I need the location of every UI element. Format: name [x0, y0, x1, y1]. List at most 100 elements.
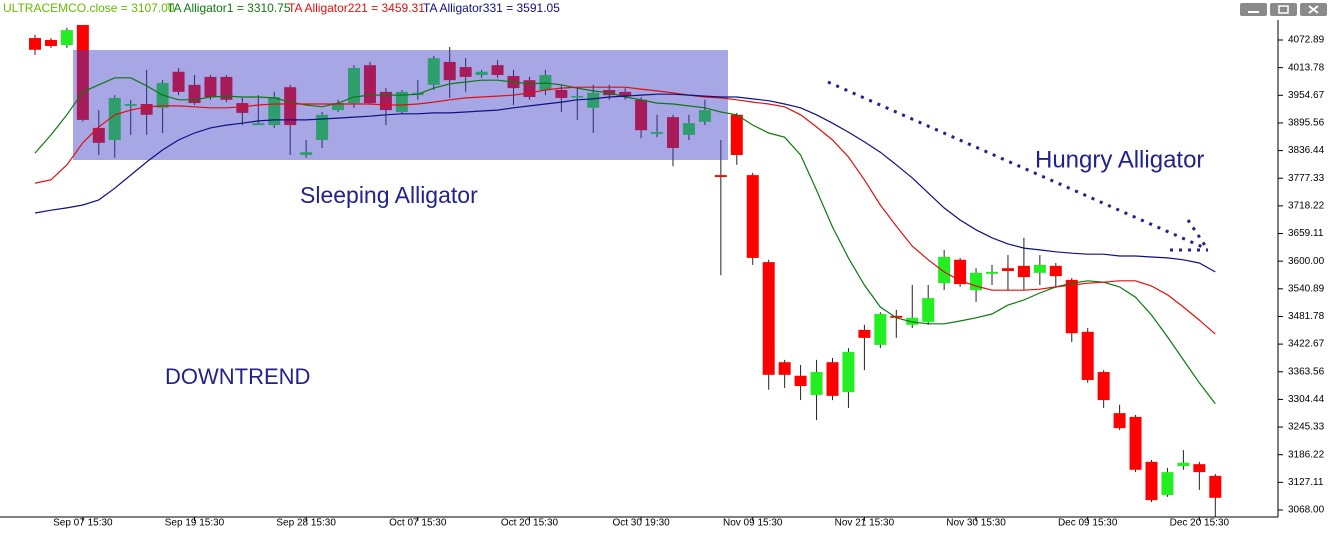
candle-body	[1193, 464, 1206, 473]
trend-arrow	[827, 80, 1206, 250]
candle-body	[826, 362, 839, 396]
candle-body	[427, 58, 440, 85]
x-tick-label: Oct 20 15:30	[501, 518, 559, 529]
candle-body	[730, 114, 743, 155]
y-tick-label: 3659.11	[1288, 228, 1324, 239]
y-tick-label: 4072.89	[1288, 35, 1325, 46]
candle-body	[92, 127, 105, 143]
annotation: Hungry Alligator	[1035, 146, 1204, 173]
maximize-button[interactable]	[1270, 3, 1297, 16]
alligator-line	[34, 86, 1216, 335]
candle-body	[651, 132, 664, 134]
icon	[1278, 5, 1289, 14]
candle-body	[300, 152, 313, 155]
y-tick-label: 3304.44	[1288, 394, 1325, 405]
x-tick-label: Dec 09 15:30	[1058, 518, 1118, 529]
candle-body	[1001, 268, 1014, 271]
candle-body	[316, 114, 329, 141]
candle-body	[682, 123, 695, 135]
candle-body	[970, 272, 983, 291]
x-tick-label: Nov 30 15:30	[946, 518, 1006, 529]
y-tick-label: 3068.00	[1288, 505, 1325, 516]
candle-body	[363, 65, 376, 104]
candle-body	[778, 362, 791, 375]
candle-body	[794, 375, 807, 387]
arrow-head	[1170, 219, 1210, 252]
candle-body	[1065, 279, 1078, 334]
candle-body	[667, 117, 679, 148]
candle-body	[236, 103, 249, 113]
candle-body	[746, 175, 759, 258]
candle-body	[108, 97, 121, 141]
candle-body	[1017, 265, 1030, 278]
candles	[29, 24, 1222, 518]
candle-body	[395, 91, 408, 112]
y-tick-label: 4013.78	[1288, 62, 1325, 73]
y-tick-label: 3600.00	[1288, 256, 1325, 267]
candle-body	[172, 71, 185, 92]
candle-body	[44, 39, 57, 47]
alligator-lines	[34, 77, 1216, 405]
y-tick-label: 3422.67	[1288, 339, 1325, 350]
candle-body	[986, 271, 998, 274]
candle-body	[1161, 472, 1174, 496]
candle-body	[1097, 372, 1110, 401]
candle-body	[332, 103, 345, 111]
candle-body	[810, 372, 823, 395]
candle-body	[475, 71, 488, 76]
candle-body	[1049, 265, 1062, 277]
candle-body	[714, 175, 727, 177]
legend-entry: TA Alligator221 = 3459.31	[288, 1, 425, 15]
candle-body	[842, 351, 855, 393]
annotation: DOWNTREND	[165, 364, 310, 389]
y-tick-label: 3481.78	[1288, 311, 1325, 322]
candle-body	[954, 259, 967, 285]
candle-body	[1177, 462, 1190, 467]
x-tick-label: Oct 07 15:30	[389, 518, 447, 529]
icon	[1308, 5, 1319, 14]
candle-body	[443, 61, 456, 81]
x-tick-label: Nov 21 15:30	[835, 518, 895, 529]
candle-body	[188, 84, 201, 104]
candle-body	[1113, 413, 1126, 429]
legend-entry: TA Alligator331 = 3591.05	[423, 1, 560, 15]
candle-body	[698, 110, 711, 122]
y-tick-label: 3954.67	[1288, 90, 1325, 101]
candle-body	[571, 96, 584, 98]
annotation: Sleeping Alligator	[300, 182, 478, 208]
y-tick-label: 3777.33	[1288, 173, 1325, 184]
alligator-line	[34, 77, 1216, 405]
candle-body	[890, 315, 903, 318]
candle-body	[60, 30, 73, 46]
candle-body	[1209, 475, 1222, 498]
x-tick-label: Dec 20 15:30	[1170, 518, 1230, 529]
x-tick-label: Sep 28 15:30	[276, 518, 336, 529]
candle-body	[1145, 461, 1158, 501]
candle-body	[29, 38, 41, 50]
minimize-button[interactable]	[1240, 3, 1267, 16]
y-tick-label: 3245.33	[1288, 422, 1325, 433]
candle-body	[762, 262, 775, 375]
candle-body	[922, 298, 935, 322]
candle-body	[906, 317, 919, 325]
candle-body	[874, 314, 887, 345]
x-tick-label: Nov 09 15:30	[723, 518, 783, 529]
candle-body	[587, 92, 600, 108]
y-tick-label: 3363.56	[1288, 366, 1325, 377]
candle-body	[1033, 264, 1046, 273]
candle-body	[140, 104, 153, 115]
legend-entry: TA Alligator1 = 3310.75	[167, 1, 291, 15]
axes: 4072.89 4013.78 3954.67 3895.56 3836.44 3777.…	[53, 35, 1324, 529]
candle-body	[619, 91, 632, 97]
legend-entry: ULTRACEMCO.close = 3107.00	[3, 1, 175, 15]
y-tick-label: 3127.11	[1288, 477, 1324, 488]
candle-body	[252, 123, 265, 126]
candle-body	[491, 65, 504, 76]
candle-body	[124, 104, 137, 106]
y-tick-label: 3836.44	[1288, 145, 1325, 156]
candle-body	[459, 67, 472, 77]
candle-body	[1081, 331, 1094, 380]
y-tick-label: 3540.89	[1288, 283, 1325, 294]
